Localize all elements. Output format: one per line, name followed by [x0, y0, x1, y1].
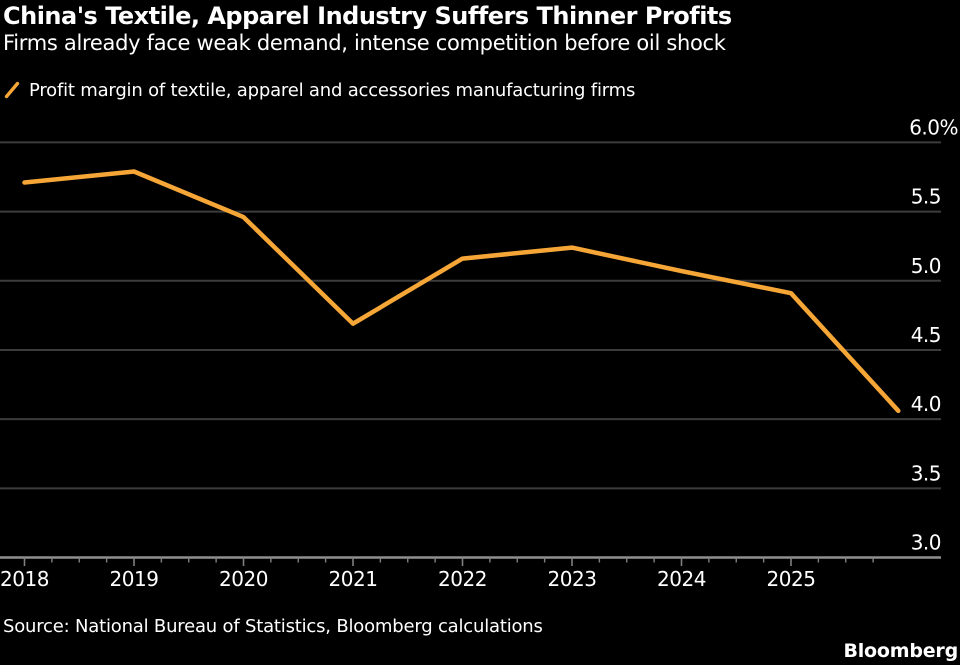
- legend-label: Profit margin of textile, apparel and ac…: [29, 79, 636, 101]
- y-axis-label: 5.5: [911, 185, 941, 209]
- x-axis-label: 2023: [548, 567, 597, 591]
- x-axis-label: 2020: [219, 567, 268, 591]
- legend: Profit margin of textile, apparel and ac…: [4, 79, 635, 101]
- y-axis-label: 4.5: [911, 323, 941, 347]
- y-axis-label: 5.0: [911, 254, 941, 278]
- source-note: Source: National Bureau of Statistics, B…: [3, 616, 543, 637]
- x-axis-label: 2019: [110, 567, 159, 591]
- y-axis-label: 4.0: [911, 392, 941, 416]
- x-axis-label: 2025: [767, 567, 816, 591]
- y-axis-label: 3.0: [911, 531, 941, 555]
- x-axis-label: 2022: [438, 567, 487, 591]
- x-axis-label: 2018: [0, 567, 49, 591]
- x-axis-label: 2021: [329, 567, 378, 591]
- y-axis-label: 6.0%: [909, 115, 958, 139]
- profit-margin-line: [22, 169, 901, 414]
- subtitle: Firms already face weak demand, intense …: [3, 31, 726, 55]
- headline: China's Textile, Apparel Industry Suffer…: [3, 2, 732, 30]
- bloomberg-logo: Bloomberg: [843, 640, 958, 662]
- y-axis-label: 3.5: [911, 461, 941, 485]
- x-axis-label: 2024: [657, 567, 706, 591]
- orange-slash-icon: [4, 81, 20, 99]
